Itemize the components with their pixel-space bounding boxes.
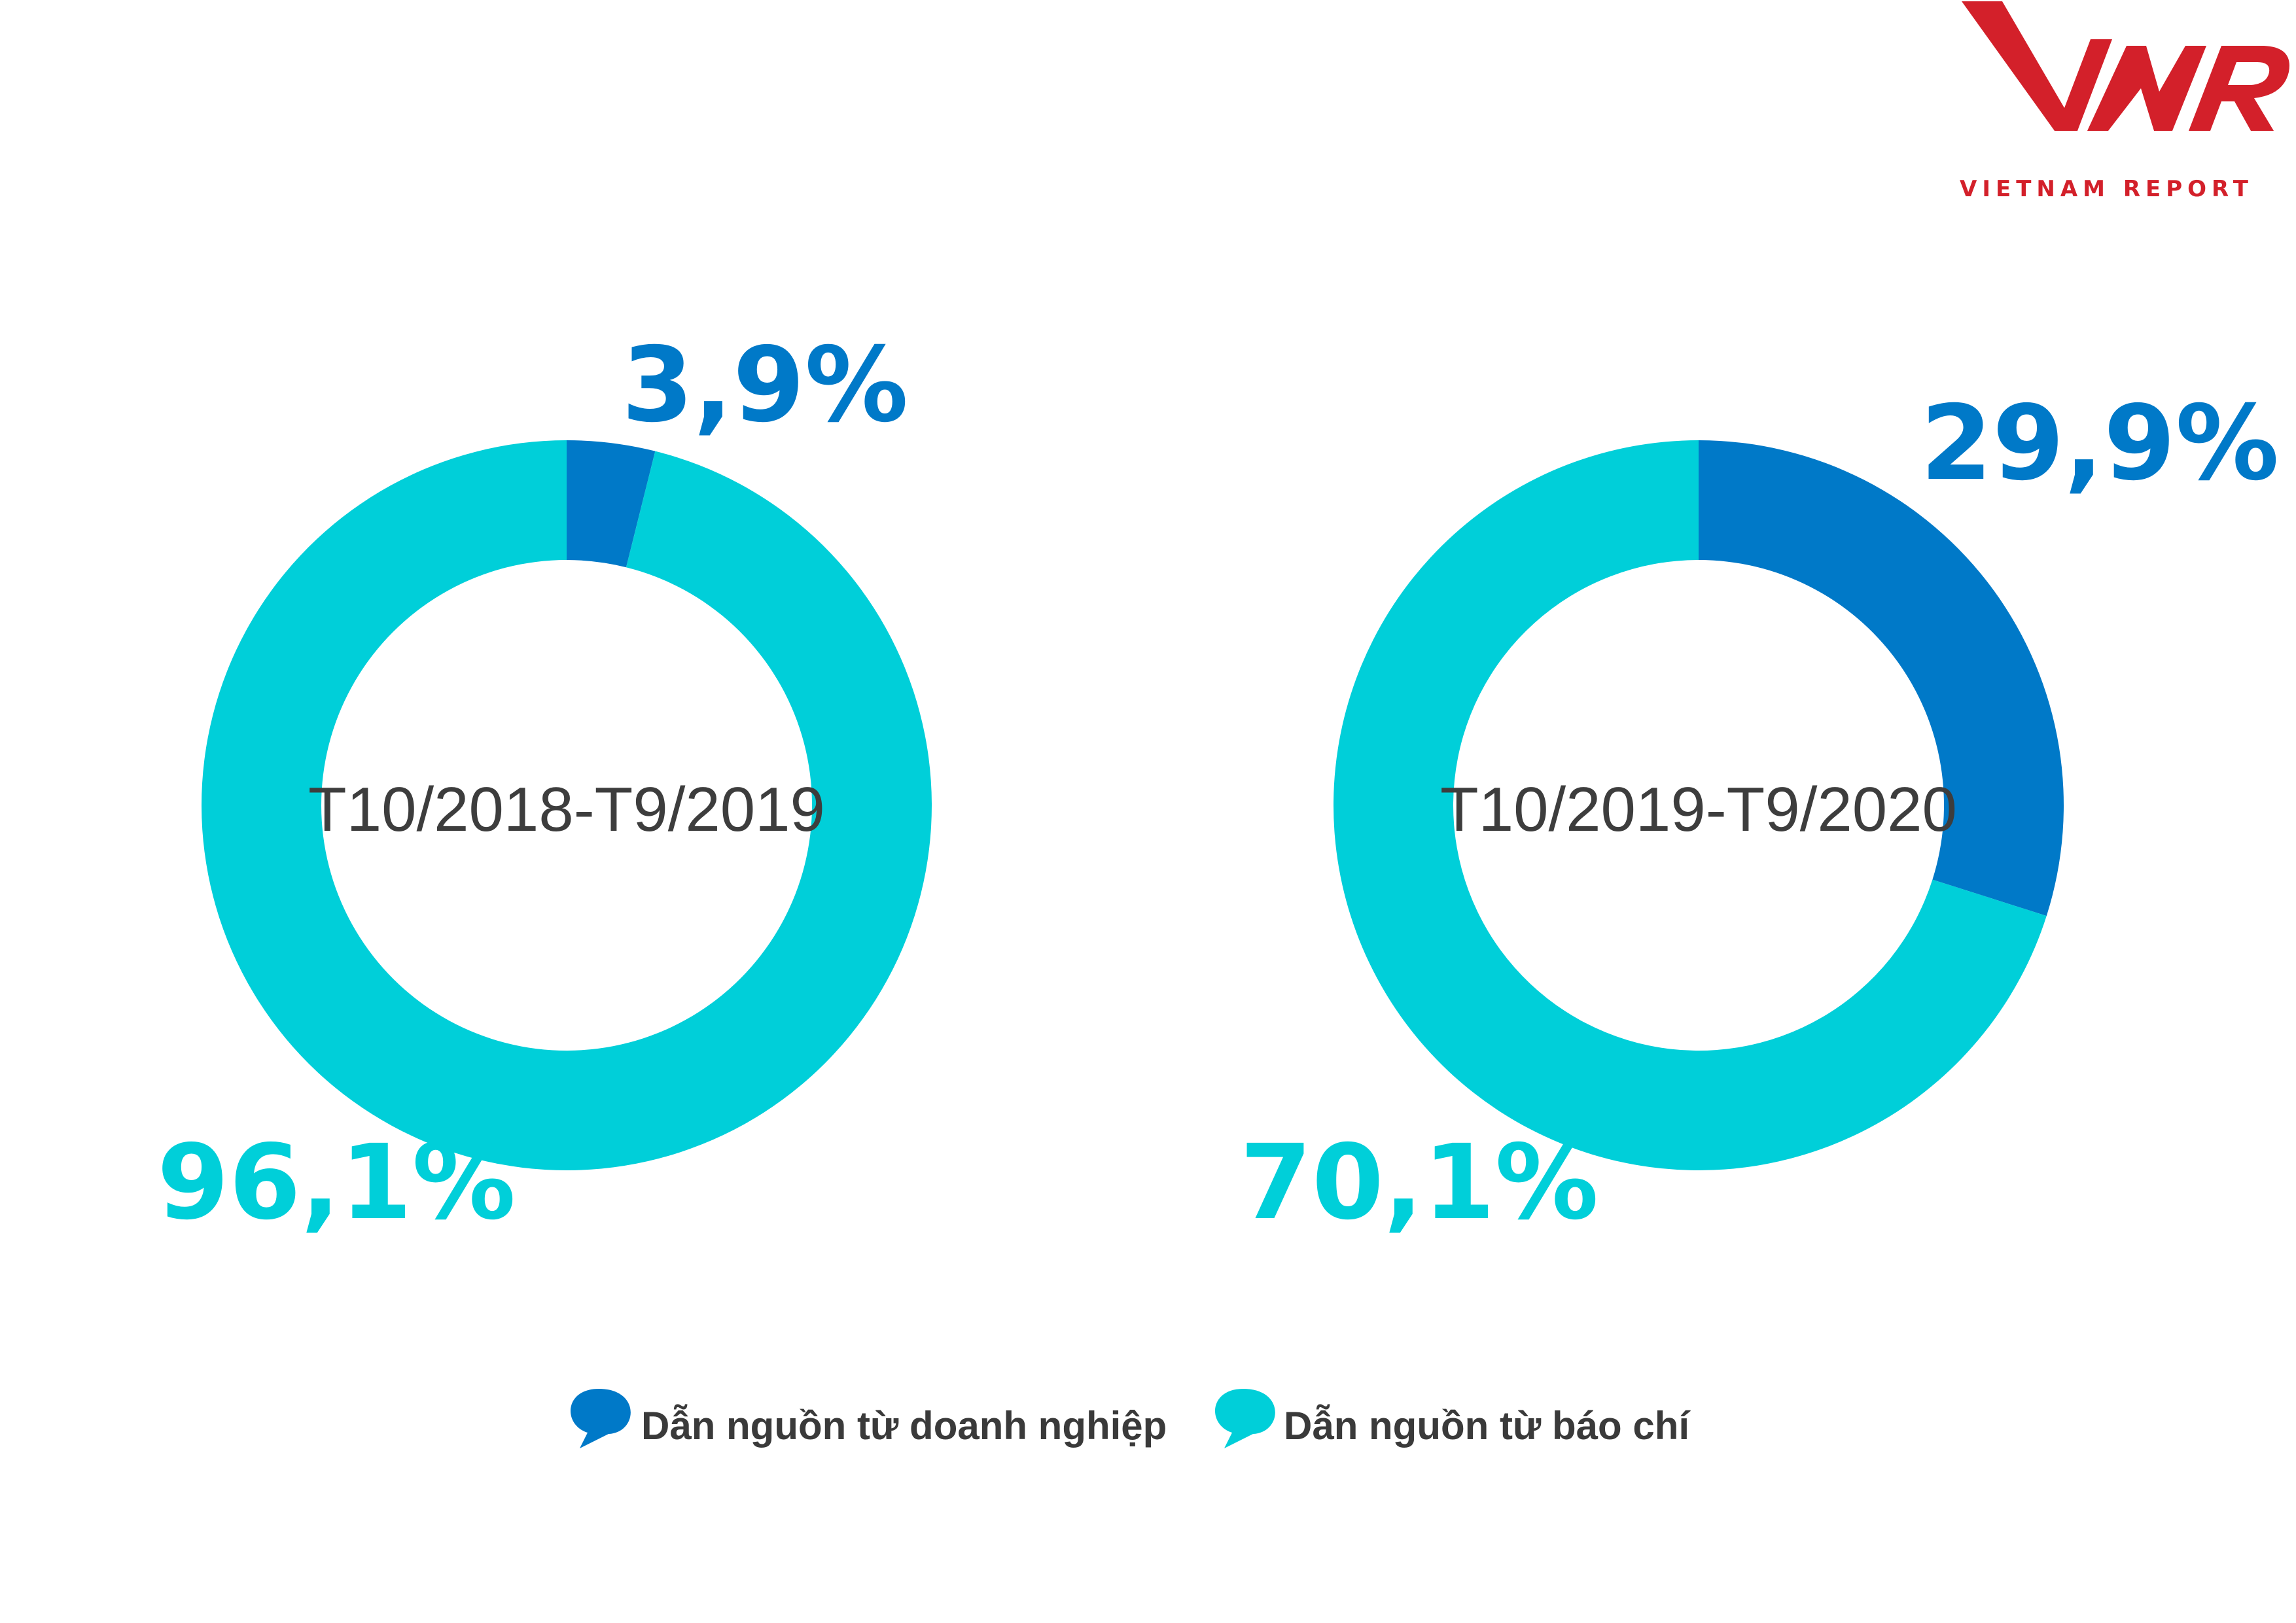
speech-bubble-icon xyxy=(1215,1389,1275,1448)
label-business-2018-2019: 3,9% xyxy=(622,325,908,445)
slice-business-2018-2019 xyxy=(567,440,656,568)
donut-chart-2018-2019: T10/2018-T9/2019 3,9% 96,1% xyxy=(157,325,932,1243)
label-press-2019-2020: 70,1% xyxy=(1240,1123,1598,1243)
speech-bubble-icon xyxy=(571,1389,631,1448)
legend-item-business: Dẫn nguồn từ doanh nghiệp xyxy=(571,1389,1167,1448)
vietnam-report-logo: VIETNAM REPORT xyxy=(1960,1,2289,202)
legend-label-press: Dẫn nguồn từ báo chí xyxy=(1284,1404,1691,1448)
logo-subtitle: VIETNAM REPORT xyxy=(1960,176,2253,202)
slice-press-2019-2020 xyxy=(1333,440,2047,1170)
legend-label-business: Dẫn nguồn từ doanh nghiệp xyxy=(641,1404,1167,1448)
center-label-2019-2020: T10/2019-T9/2020 xyxy=(1440,775,1957,845)
center-label-2018-2019: T10/2018-T9/2019 xyxy=(308,775,825,845)
legend-item-press: Dẫn nguồn từ báo chí xyxy=(1215,1389,1691,1448)
slice-business-2019-2020 xyxy=(1699,440,2064,916)
label-business-2019-2020: 29,9% xyxy=(1920,383,2279,504)
donut-chart-2019-2020: T10/2019-T9/2020 29,9% 70,1% xyxy=(1240,383,2279,1243)
slice-press-2018-2019 xyxy=(202,440,932,1171)
logo-mark xyxy=(1962,1,2289,131)
legend: Dẫn nguồn từ doanh nghiệp Dẫn nguồn từ b… xyxy=(571,1389,1691,1448)
label-press-2018-2019: 96,1% xyxy=(157,1123,516,1243)
